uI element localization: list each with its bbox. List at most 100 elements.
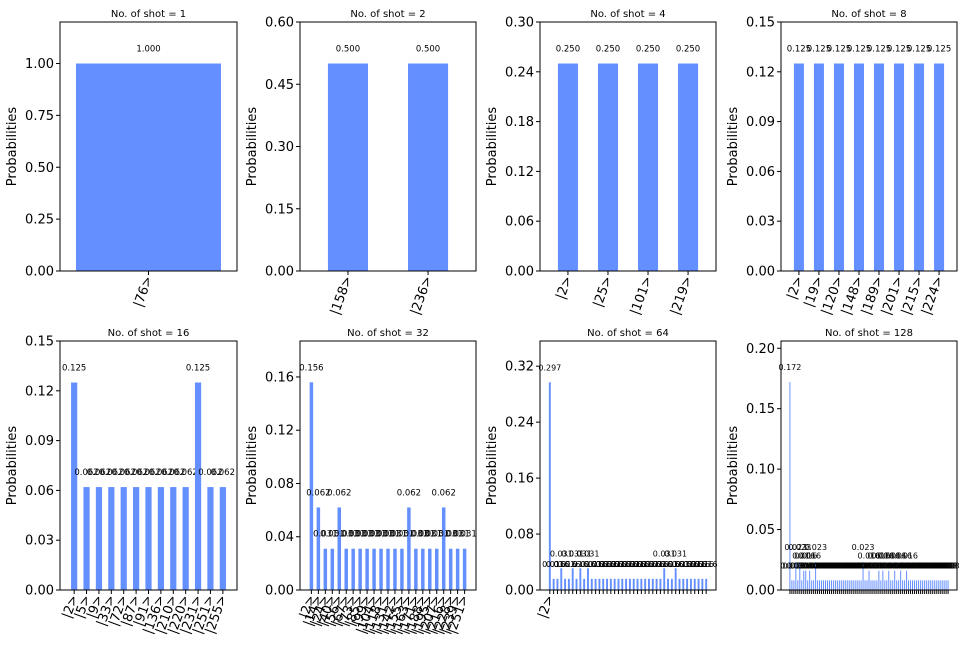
bar [880,580,882,590]
bar-value-label: 0.125 [787,45,811,55]
bar-value-label: 0.008 [893,561,916,570]
bar-value-label: 0.008 [903,561,926,570]
bar [693,578,696,590]
y-axis-label: Probabilities [726,107,741,187]
bar [674,568,677,590]
bar-value-label: 0.023 [804,543,827,552]
y-tick-label: 0.60 [265,16,294,31]
bar [868,570,870,590]
bar-value-label: 0.016 [895,552,918,561]
x-tick-label: |76> [131,274,156,309]
bar-value-label: 0.500 [336,45,360,55]
bar [913,580,915,590]
bar-value-label: 0.008 [860,561,883,570]
y-tick-label: 0.24 [505,65,534,80]
bar [919,580,921,590]
bar [408,63,449,271]
bar-value-label: 0.008 [905,561,928,570]
bar-value-label: 0.008 [814,561,837,570]
bar-value-label: 0.250 [556,45,580,55]
bar-value-label: 0.008 [929,561,952,570]
bar-value-label: 0.008 [887,561,910,570]
plot-frame [299,340,477,591]
y-tick-label: 0.09 [25,434,54,449]
bar [915,580,917,590]
bar [682,578,685,590]
bar-value-label: 0.016 [622,560,645,569]
chart-panel: No. of shot = 32 Probabilities 0.00 0.04 0.0… [245,328,477,636]
bar [912,580,913,590]
y-tick-label: 0.00 [25,584,54,599]
bar [548,382,551,590]
bar [894,570,896,590]
bar [83,487,90,590]
plot-frame [780,340,958,591]
bar [621,578,624,590]
bar-value-label: 0.016 [611,560,634,569]
bar [651,578,654,590]
bar-value-label: 0.008 [824,561,847,570]
bar-value-label: 0.016 [630,560,653,569]
bar [815,562,817,590]
bar [801,580,803,590]
bar-value-label: 0.125 [907,45,931,55]
bar [323,548,328,590]
bar-value-label: 0.008 [919,561,942,570]
bar [874,580,876,590]
bar-value-label: 0.008 [913,561,936,570]
chart-title: No. of shot = 64 [587,328,669,339]
bar-value-label: 0.016 [557,560,580,569]
bar [836,580,838,590]
bar-value-label: 0.016 [883,552,906,561]
bar-value-label: 0.008 [925,561,948,570]
bar [638,63,659,271]
bar-value-label: 0.008 [933,561,956,570]
bar [571,568,574,590]
bar [659,578,662,590]
bar-value-label: 0.008 [836,561,859,570]
bar-value-label: 0.008 [780,561,803,570]
bar-value-label: 0.008 [854,561,877,570]
chart-panel: No. of shot = 16 Probabilities 0.00 0.03 0.0… [5,328,238,636]
bar-value-label: 0.008 [812,561,835,570]
bar [848,580,850,590]
bar-value-label: 0.016 [580,560,603,569]
bar [194,382,202,590]
bar-value-label: 0.008 [810,561,833,570]
chart-panel: No. of shot = 2 Probabilities 0.00 0.15 0.30… [245,9,477,317]
y-tick-label: 0.03 [746,215,775,230]
bar [795,562,797,590]
bar [878,570,880,590]
bar-value-label: 0.008 [923,561,946,570]
bar [862,562,864,590]
bar-value-label: 0.250 [676,45,700,55]
bar [894,63,905,271]
bar [866,580,868,590]
bar-value-label: 0.031 [383,530,407,540]
bar-value-label: 0.016 [596,560,619,569]
bar [670,578,673,590]
bar [628,578,631,590]
plot-frame [539,340,717,591]
bar-value-label: 0.125 [807,45,831,55]
bar-value-label: 0.031 [438,530,462,540]
bar-value-label: 0.031 [320,530,344,540]
bar [441,507,446,590]
bar [910,580,912,590]
y-tick-label: 0.75 [25,109,54,124]
bar-value-label: 0.016 [679,560,702,569]
bar-value-label: 0.156 [299,363,323,373]
bar-value-label: 0.008 [935,561,958,570]
bar-value-label: 0.008 [786,561,809,570]
bar-value-label: 0.031 [561,549,584,558]
bar-value-label: 0.023 [852,543,875,552]
bar-value-label: 0.031 [341,530,365,540]
bar [120,487,127,590]
bar [864,580,866,590]
y-tick-label: 0.15 [746,16,775,31]
bar-value-label: 0.031 [376,530,400,540]
bar-value-label: 0.062 [432,488,456,498]
bar-value-label: 0.016 [871,552,894,561]
bar-value-label: 0.031 [577,549,600,558]
bar-value-label: 0.008 [927,561,950,570]
